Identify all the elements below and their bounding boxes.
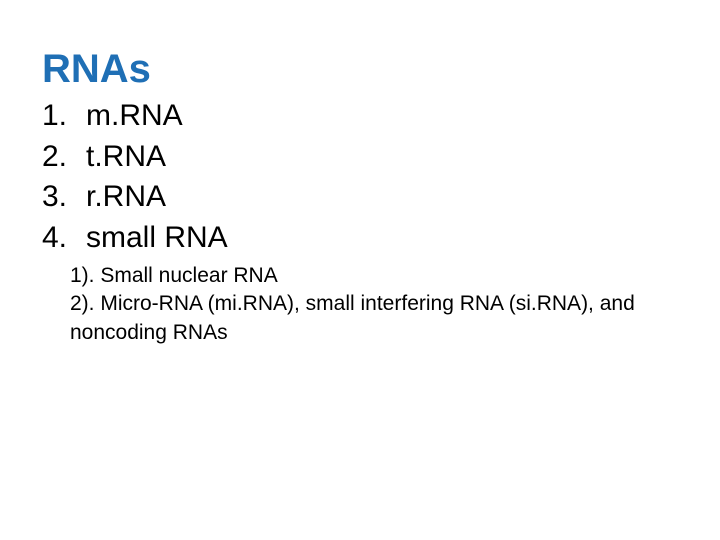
list-text: t.RNA	[86, 137, 166, 178]
slide: RNAs 1. m.RNA 2. t.RNA 3. r.RNA 4. small…	[0, 0, 720, 540]
list-item: 2. t.RNA	[42, 137, 678, 178]
list-number: 2.	[42, 137, 86, 178]
sublist-item: 2). Micro-RNA (mi.RNA), small interferin…	[70, 290, 678, 347]
rna-sub-list: 1). Small nuclear RNA 2). Micro-RNA (mi.…	[42, 262, 678, 347]
list-item: 3. r.RNA	[42, 177, 678, 218]
list-number: 1.	[42, 96, 86, 137]
list-number: 3.	[42, 177, 86, 218]
list-item: 4. small RNA	[42, 218, 678, 259]
heading-rnas: RNAs	[42, 48, 678, 90]
list-text: r.RNA	[86, 177, 166, 218]
list-item: 1. m.RNA	[42, 96, 678, 137]
list-number: 4.	[42, 218, 86, 259]
sublist-item: 1). Small nuclear RNA	[70, 262, 678, 290]
rna-main-list: 1. m.RNA 2. t.RNA 3. r.RNA 4. small RNA	[42, 96, 678, 258]
list-text: m.RNA	[86, 96, 183, 137]
list-text: small RNA	[86, 218, 228, 259]
